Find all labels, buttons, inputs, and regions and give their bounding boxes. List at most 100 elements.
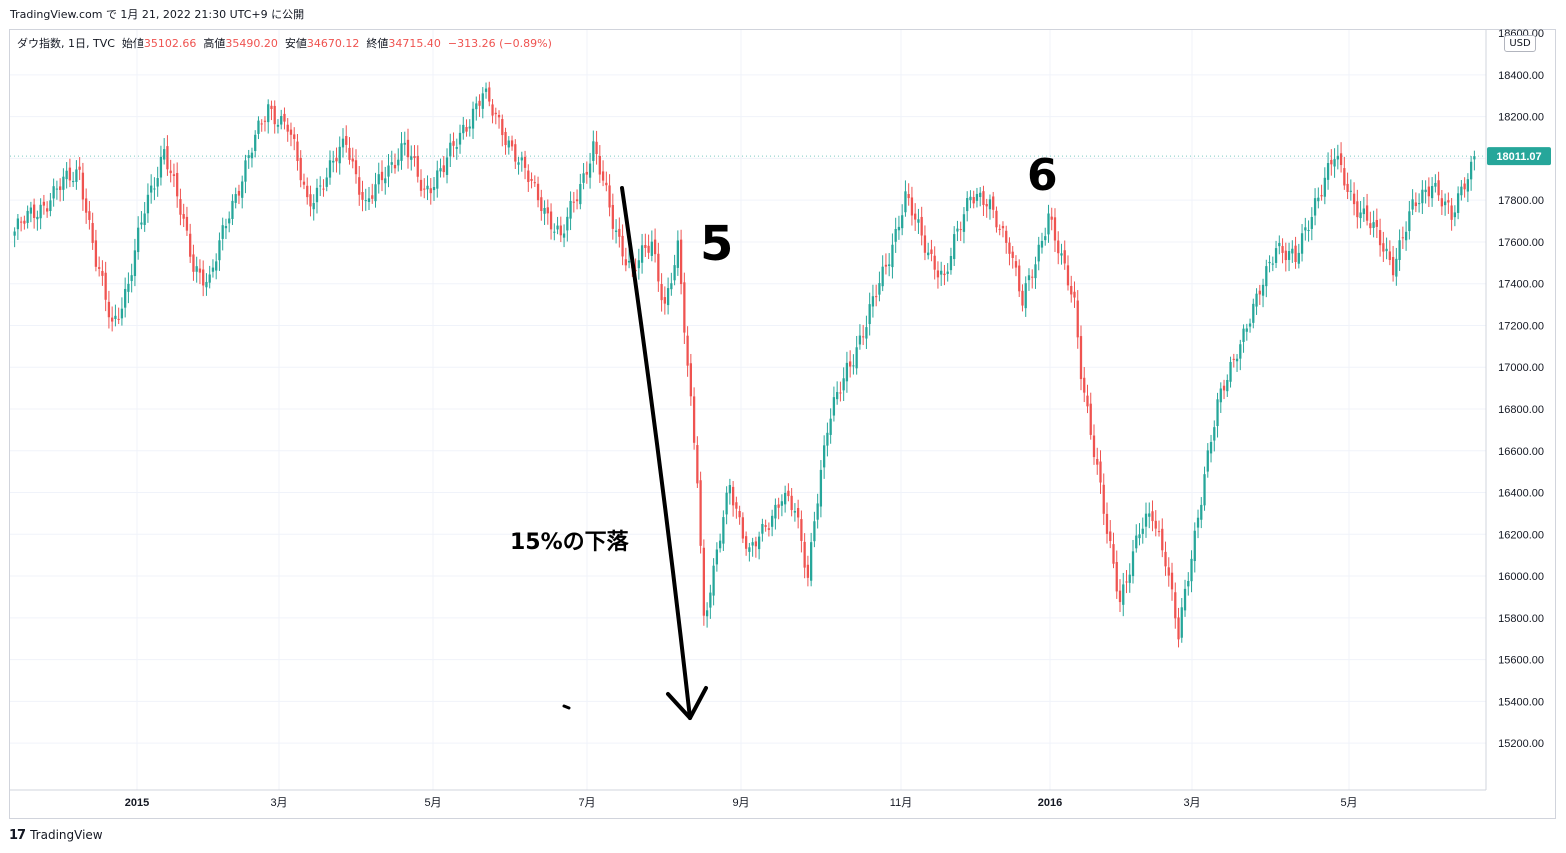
candle-body [1450, 205, 1453, 220]
candle-body [124, 288, 127, 308]
time-tick-label: 2015 [125, 797, 149, 809]
candle-body [286, 124, 289, 132]
candle-body [966, 198, 969, 212]
candle-body [1053, 217, 1057, 241]
candle-body [722, 517, 725, 544]
change-value: −313.26 (−0.89%) [447, 37, 552, 50]
candle-body [117, 318, 120, 320]
candle-body [449, 142, 452, 157]
tradingview-logo-icon[interactable]: 17 [9, 827, 26, 843]
candle-body [185, 216, 189, 231]
price-tick-label: 17400.00 [1498, 279, 1544, 291]
candle-body [1021, 290, 1024, 306]
time-tick-label: 2016 [1038, 797, 1062, 809]
candle-body [315, 187, 319, 203]
candle-body [637, 260, 640, 269]
candle-body [72, 181, 75, 183]
candle-body [426, 185, 429, 190]
candle-body [679, 239, 683, 285]
candle-body [1291, 248, 1294, 254]
candle-body [1024, 283, 1027, 309]
candle-body [1105, 513, 1109, 534]
candle-body [1401, 237, 1404, 239]
candle-body [1268, 261, 1271, 264]
pen-dot [562, 704, 571, 710]
candle-body [1112, 544, 1115, 564]
candle-body [91, 223, 94, 243]
candle-body [62, 176, 65, 190]
candle-body [507, 140, 510, 148]
candle-body [1408, 211, 1411, 232]
candle-body [384, 178, 387, 184]
candle-body [829, 418, 832, 435]
candle-body [358, 177, 361, 195]
price-tick-label: 18200.00 [1498, 112, 1544, 124]
candle-body [806, 564, 810, 578]
candle-body [244, 160, 247, 182]
candle-body [195, 266, 198, 272]
candle-body [1278, 242, 1281, 247]
candle-body [1034, 264, 1037, 279]
candle-body [1281, 246, 1284, 253]
candle-body [237, 190, 241, 196]
candle-body [1089, 403, 1092, 435]
footer-brand[interactable]: TradingView [30, 828, 103, 842]
candle-body [611, 204, 614, 229]
candle-body [1447, 200, 1450, 203]
candle-body [1352, 193, 1356, 205]
time-tick-label: 3月 [270, 797, 287, 809]
candle-body [728, 485, 732, 494]
candle-body [845, 362, 849, 382]
candle-body [445, 157, 449, 175]
candle-body [1044, 236, 1047, 241]
candle-body [182, 214, 185, 219]
symbol-label[interactable]: ダウ指数, 1日, TVC [17, 37, 115, 50]
candle-body [751, 542, 754, 546]
candle-body [270, 105, 273, 109]
arrow-shaft [620, 186, 692, 720]
price-tick-label: 17800.00 [1498, 195, 1544, 207]
candle-body [1359, 212, 1362, 219]
candle-body [959, 229, 962, 231]
candle-body [488, 87, 491, 102]
current-price-tag [1487, 147, 1551, 166]
candle-body [914, 213, 917, 220]
price-tick-label: 15400.00 [1498, 696, 1544, 708]
candle-body [1443, 201, 1447, 206]
candle-body [133, 250, 137, 277]
candle-body [458, 132, 462, 145]
candle-body [540, 197, 543, 212]
candle-body [715, 549, 719, 565]
candle-body [325, 177, 328, 187]
candle-body [1001, 225, 1005, 229]
candle-body [280, 116, 283, 125]
candle-body [644, 245, 647, 248]
candle-body [1274, 248, 1278, 263]
currency-badge[interactable]: USD [1504, 35, 1536, 52]
candle-body [468, 126, 471, 129]
candle-body [1378, 230, 1382, 246]
arrow-head [666, 686, 708, 720]
candle-body [979, 192, 982, 198]
candle-body [130, 275, 133, 282]
candle-body [455, 147, 458, 149]
candle-body [810, 542, 813, 581]
candle-body [1463, 183, 1466, 190]
candle-body [1330, 159, 1333, 165]
candle-body [1151, 511, 1154, 522]
candle-body [992, 196, 995, 210]
chart-frame[interactable] [9, 29, 1556, 819]
candle-body [865, 327, 868, 339]
candle-body [267, 104, 270, 123]
candle-body [608, 185, 611, 208]
candle-body [666, 288, 670, 306]
candle-body [1083, 377, 1086, 393]
candle-body [575, 199, 579, 202]
candle-body [1336, 155, 1339, 160]
candle-body [839, 392, 842, 394]
time-tick-label: 3月 [1183, 797, 1200, 809]
candle-body [1375, 219, 1378, 227]
candle-body [1469, 161, 1473, 180]
candle-body [114, 315, 117, 320]
